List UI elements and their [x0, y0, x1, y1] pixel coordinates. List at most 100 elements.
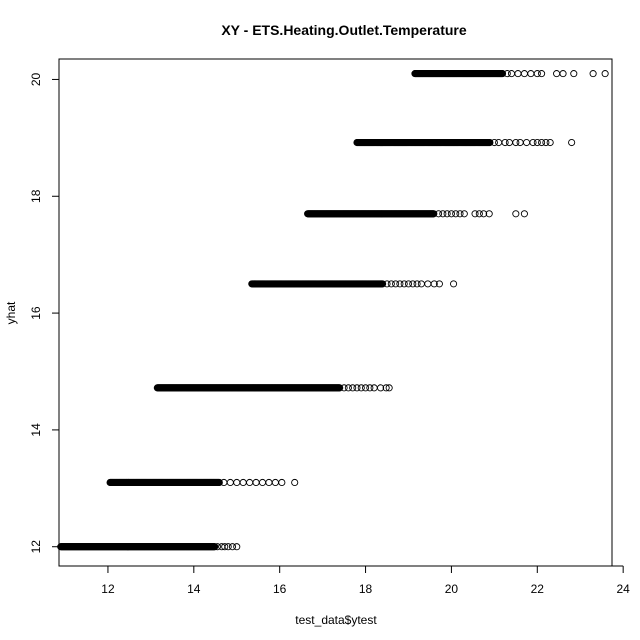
data-point	[349, 384, 357, 392]
data-point	[443, 210, 451, 218]
data-point	[383, 280, 391, 288]
data-point	[490, 138, 498, 147]
data-point	[480, 210, 488, 218]
data-point	[213, 543, 221, 551]
data-point	[340, 384, 348, 392]
y-tick-label: 18	[29, 189, 43, 203]
data-point	[424, 280, 432, 288]
data-point	[379, 280, 387, 288]
y-tick-label: 12	[29, 540, 43, 554]
y-tick-label: 20	[29, 72, 43, 86]
data-point	[366, 384, 374, 392]
data-point	[450, 280, 458, 288]
data-point	[498, 70, 507, 78]
data-points	[57, 70, 609, 551]
data-point	[226, 478, 234, 487]
data-point	[456, 210, 464, 218]
data-point	[211, 543, 219, 551]
data-point	[387, 280, 395, 288]
data-point	[430, 280, 438, 288]
y-axis-label: yhat	[4, 301, 18, 324]
x-tick-label: 24	[616, 582, 630, 596]
data-point	[353, 384, 361, 392]
data-point	[233, 543, 241, 551]
data-point	[538, 138, 546, 147]
data-point	[542, 138, 550, 147]
data-point	[546, 138, 554, 147]
data-point	[601, 70, 609, 78]
data-point	[396, 280, 404, 288]
data-point	[377, 384, 385, 392]
data-point	[239, 478, 247, 487]
data-point	[413, 280, 421, 288]
data-point	[392, 280, 400, 288]
data-point	[529, 138, 537, 147]
data-point	[512, 210, 520, 218]
data-point	[475, 210, 483, 218]
data-point	[400, 280, 408, 288]
x-tick-label: 22	[531, 582, 545, 596]
data-point	[291, 478, 299, 487]
data-point	[507, 70, 516, 78]
data-point	[527, 70, 535, 78]
data-point	[382, 384, 390, 392]
data-point	[361, 384, 370, 392]
data-point	[228, 543, 237, 551]
data-point	[336, 384, 344, 392]
data-point	[271, 478, 279, 487]
data-point	[252, 478, 260, 487]
data-point	[520, 70, 528, 78]
data-point	[439, 210, 447, 218]
y-tick-label: 16	[29, 306, 43, 320]
data-point	[568, 138, 576, 147]
data-point	[258, 478, 267, 487]
data-point	[495, 138, 503, 147]
data-point	[589, 70, 597, 78]
data-point	[501, 138, 509, 147]
data-point	[503, 70, 511, 78]
data-point	[533, 138, 541, 147]
data-point	[221, 543, 229, 551]
data-point	[435, 280, 443, 288]
x-axis-label: test_data$ytest	[295, 613, 377, 627]
plot-frame	[58, 58, 613, 567]
y-axis: 12 14 16 18 20	[29, 72, 60, 554]
data-point	[570, 70, 578, 78]
data-point	[246, 478, 254, 487]
data-point	[409, 280, 417, 288]
data-point	[385, 384, 393, 392]
data-point	[215, 478, 223, 487]
x-axis: 12 14 16 18 20 22 24	[101, 565, 630, 596]
y-tick-label: 14	[29, 423, 43, 437]
data-point	[520, 210, 528, 218]
x-tick-label: 16	[273, 582, 287, 596]
data-point	[505, 138, 513, 147]
data-point	[514, 70, 522, 78]
data-point	[417, 280, 425, 288]
data-point	[357, 384, 365, 392]
data-point	[523, 138, 531, 147]
data-point	[434, 210, 443, 218]
data-point	[512, 138, 520, 147]
data-point	[224, 543, 232, 551]
x-tick-label: 12	[101, 582, 115, 596]
data-point	[430, 210, 438, 218]
chart-title: XY - ETS.Heating.Outlet.Temperature	[221, 22, 467, 38]
data-point	[265, 478, 273, 487]
data-point	[370, 384, 378, 392]
data-point	[553, 70, 561, 78]
data-point	[538, 70, 546, 78]
data-point	[447, 210, 455, 218]
data-point	[278, 478, 286, 487]
data-point	[533, 70, 541, 78]
data-point	[486, 138, 494, 147]
data-point	[460, 210, 468, 218]
x-tick-label: 18	[359, 582, 373, 596]
data-point	[344, 384, 352, 392]
x-tick-label: 14	[187, 582, 201, 596]
data-point	[452, 210, 460, 218]
x-tick-label: 20	[445, 582, 459, 596]
data-point	[233, 478, 241, 487]
data-point	[485, 210, 493, 218]
